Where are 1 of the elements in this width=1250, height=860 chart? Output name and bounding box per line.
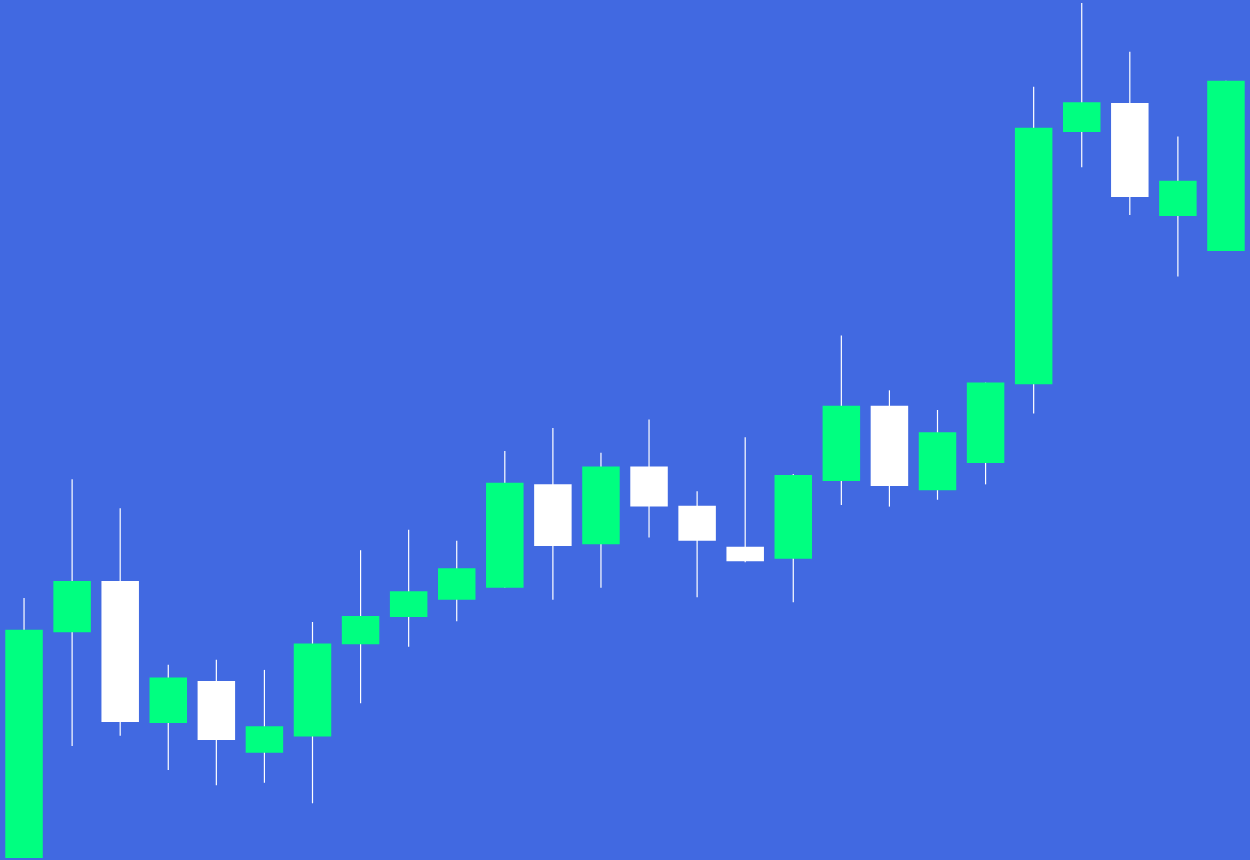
candlestick: [726, 436, 764, 563]
